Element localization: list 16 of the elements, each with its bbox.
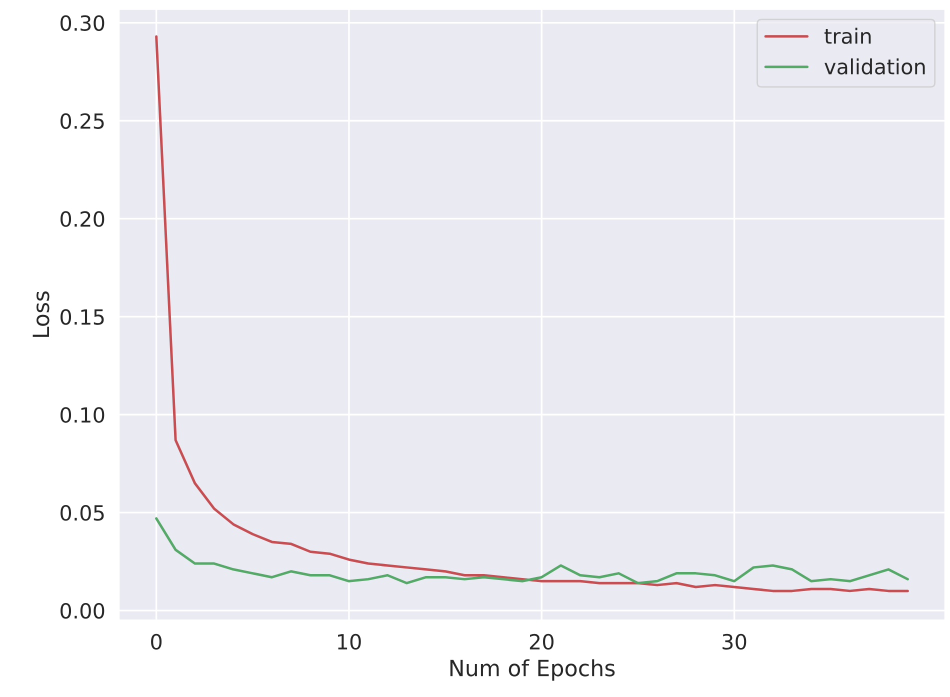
- y-axis-title: Loss: [32, 291, 50, 337]
- y-tick-label: 0.25: [60, 113, 104, 129]
- legend-label: validation: [824, 58, 925, 75]
- y-tick-label: 0.05: [60, 505, 104, 521]
- x-tick-label: 20: [530, 634, 554, 650]
- x-tick-label: 30: [722, 634, 746, 650]
- y-tick-label: 0.20: [60, 211, 104, 227]
- y-tick-label: 0.10: [60, 407, 104, 423]
- x-tick-label: 10: [338, 634, 361, 650]
- y-tick-label: 0.00: [60, 602, 104, 619]
- x-axis-title: Num of Epochs: [450, 659, 615, 681]
- y-tick-label: 0.30: [60, 15, 104, 31]
- legend-label: train: [824, 28, 871, 44]
- x-tick-label: 0: [151, 634, 162, 650]
- line-series: [155, 517, 909, 584]
- y-tick-label: 0.15: [60, 309, 104, 325]
